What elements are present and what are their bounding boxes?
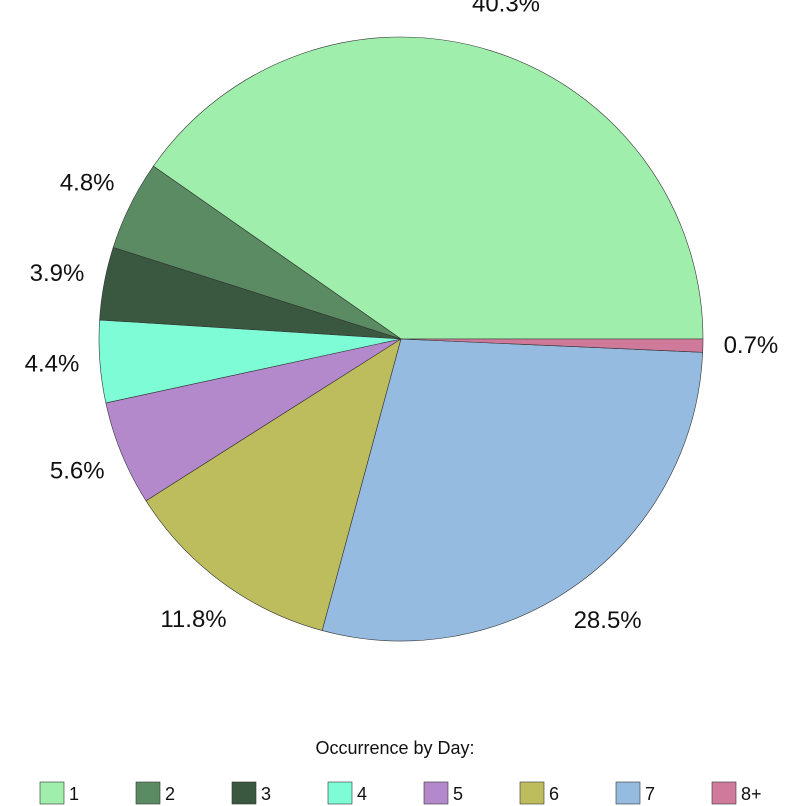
legend-swatch: [135, 781, 161, 805]
value-label: 40.3%: [472, 0, 540, 17]
legend-label: 4: [357, 784, 367, 804]
legend-label: 1: [69, 784, 79, 804]
legend-label: 6: [549, 784, 559, 804]
value-label: 3.9%: [30, 260, 85, 287]
legend-label: 3: [261, 784, 271, 804]
value-label: 4.4%: [25, 351, 80, 378]
legend-swatch: [423, 781, 449, 805]
legend-swatch: [615, 781, 641, 805]
value-label: 11.8%: [160, 606, 226, 633]
pie-slice: [400, 338, 704, 353]
legend-swatch: [519, 781, 545, 805]
pie-slice: [321, 338, 704, 642]
value-label: 4.8%: [60, 169, 115, 196]
legend-swatch: [231, 781, 257, 805]
value-label: 5.6%: [50, 457, 105, 484]
value-label: 0.7%: [724, 332, 779, 359]
legend-label: 5: [453, 784, 463, 804]
value-label: 28.5%: [574, 607, 642, 634]
legend-title: Occurrence by Day:: [315, 738, 474, 758]
legend-swatch: [711, 781, 737, 805]
pie-slice: [145, 338, 402, 631]
pie-slice: [152, 36, 704, 340]
legend-label: 2: [165, 784, 175, 804]
legend-label: 8+: [741, 784, 762, 804]
legend-swatch: [39, 781, 65, 805]
legend-swatch: [327, 781, 353, 805]
legend-label: 7: [645, 784, 655, 804]
